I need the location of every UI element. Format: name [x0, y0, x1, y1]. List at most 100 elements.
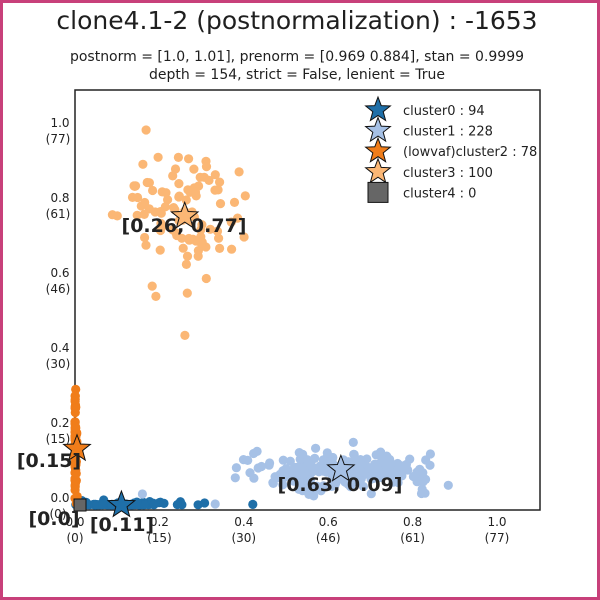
data-point-cluster3	[184, 154, 194, 164]
data-point-cluster0	[132, 497, 142, 507]
centroid-label-cluster0: [0.11]	[90, 514, 154, 536]
data-point-cluster1	[265, 458, 275, 468]
data-point-cluster1	[313, 463, 324, 473]
data-point-cluster3	[229, 197, 240, 207]
y-tick-label: 0.6	[50, 266, 69, 280]
plot-area	[74, 89, 541, 511]
data-point-cluster3	[210, 185, 220, 195]
x-tick-label: 0.4	[234, 515, 253, 529]
data-point-cluster0	[248, 499, 258, 509]
data-point-cluster1	[309, 491, 319, 501]
legend-marker-cluster1	[364, 116, 392, 143]
data-point-cluster1	[415, 464, 425, 474]
data-point-cluster3	[151, 291, 161, 301]
data-point-cluster1	[231, 463, 241, 473]
y-tick-sublabel: (77)	[46, 132, 71, 146]
data-point-cluster3	[138, 159, 148, 169]
data-point-cluster3	[182, 288, 192, 298]
x-tick-sublabel: (0)	[67, 531, 84, 545]
y-tick-sublabel: (30)	[46, 357, 71, 371]
data-point-cluster3	[180, 330, 190, 340]
legend-marker-cluster4	[367, 181, 389, 203]
data-point-cluster3	[178, 243, 188, 253]
data-point-cluster1	[351, 459, 361, 469]
data-point-cluster1	[294, 448, 304, 458]
x-tick-sublabel: (46)	[316, 531, 341, 545]
data-point-cluster1	[393, 458, 403, 469]
x-tick-sublabel: (61)	[400, 531, 425, 545]
data-point-cluster3	[139, 209, 149, 219]
data-point-cluster1	[270, 472, 280, 482]
data-point-cluster3	[181, 259, 191, 269]
data-point-cluster3	[190, 187, 201, 197]
data-point-cluster1	[373, 464, 383, 474]
data-point-cluster3	[156, 208, 166, 218]
data-point-cluster3	[205, 224, 215, 234]
data-point-cluster3	[189, 164, 199, 174]
x-tick-label: 0.6	[319, 515, 338, 529]
data-point-cluster1	[312, 481, 322, 491]
data-point-cluster3	[130, 181, 140, 191]
data-point-cluster1	[366, 489, 376, 499]
data-point-(lowvaf)cluster2	[70, 485, 80, 495]
data-point-cluster1	[289, 476, 299, 486]
data-point-cluster3	[201, 162, 212, 172]
x-tick-sublabel: (77)	[485, 531, 510, 545]
y-tick-label: 0.8	[50, 191, 69, 205]
data-point-cluster3	[148, 185, 158, 196]
data-point-cluster1	[311, 443, 321, 453]
data-point-cluster3	[163, 195, 173, 205]
data-point-cluster3	[234, 167, 244, 177]
data-point-cluster1	[303, 479, 313, 489]
data-point-cluster3	[227, 244, 237, 254]
x-tick-label: 1.0	[487, 515, 506, 529]
data-points	[70, 125, 453, 510]
data-point-cluster3	[132, 210, 142, 220]
data-point-cluster3	[240, 191, 250, 201]
data-point-cluster1	[357, 467, 367, 477]
centroid-label-cluster4: [0.0]	[28, 508, 79, 530]
y-tick-sublabel: (61)	[46, 207, 71, 221]
legend-marker-(lowvaf)cluster2	[364, 136, 392, 163]
x-tick-sublabel: (15)	[147, 531, 172, 545]
centroid-label-cluster3: [0.26, 0.77]	[122, 215, 247, 237]
data-point-cluster3	[197, 220, 207, 230]
data-point-cluster3	[170, 164, 181, 174]
data-point-cluster1	[238, 455, 249, 465]
legend-label-cluster3: cluster3 : 100	[403, 166, 493, 181]
data-point-cluster3	[155, 245, 165, 255]
data-point-cluster1	[348, 437, 358, 447]
data-point-cluster0	[200, 498, 210, 508]
legend-label-cluster0: cluster0 : 94	[403, 104, 485, 119]
data-point-cluster1	[322, 448, 332, 458]
data-point-cluster3	[142, 177, 152, 188]
data-point-cluster3	[173, 152, 183, 162]
data-point-cluster3	[199, 172, 209, 182]
data-point-cluster1	[443, 480, 453, 490]
data-point-cluster3	[239, 232, 249, 242]
data-point-cluster0	[149, 500, 159, 510]
data-point-cluster3	[215, 243, 225, 253]
data-point-cluster3	[141, 240, 151, 250]
data-point-cluster3	[167, 225, 178, 235]
data-point-cluster1	[384, 461, 394, 471]
data-point-cluster3	[161, 188, 171, 198]
data-point-cluster1	[405, 454, 415, 464]
centroid-star-cluster0	[106, 489, 137, 518]
centroid-label-cluster1: [0.63, 0.09]	[278, 474, 403, 496]
data-point-cluster3	[226, 217, 236, 227]
data-point-cluster0	[172, 500, 182, 510]
data-point-cluster0	[159, 498, 169, 508]
x-tick-label: 0.2	[150, 515, 169, 529]
data-point-cluster3	[184, 233, 194, 244]
data-point-cluster3	[215, 199, 226, 209]
data-point-cluster3	[210, 170, 220, 180]
legend-label-cluster4: cluster4 : 0	[403, 186, 476, 201]
data-point-cluster3	[182, 251, 193, 261]
data-point-cluster1	[285, 456, 295, 466]
data-point-cluster3	[174, 179, 184, 189]
centroid-label-(lowvaf)cluster2: [0.15]	[17, 450, 81, 472]
data-point-(lowvaf)cluster2	[71, 456, 81, 467]
data-point-cluster1	[137, 489, 147, 499]
data-point-cluster0	[98, 500, 108, 510]
